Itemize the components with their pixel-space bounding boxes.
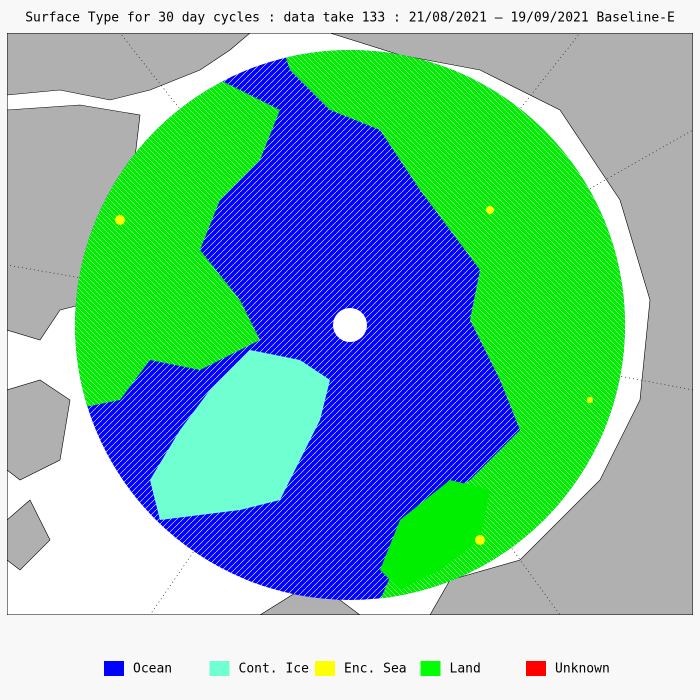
legend-swatch [104,661,124,676]
legend-swatch [209,661,230,676]
legend: Ocean Cont. Ice Enc. Sea Land Unknown [104,661,610,677]
pole-hole [333,308,367,342]
scandinavia [380,480,490,590]
map-area [7,33,693,615]
land-eurasia [329,33,693,615]
greenland [150,350,330,520]
legend-label: Enc. Sea [344,662,407,677]
legend-label: Cont. Ice [239,662,310,677]
enclosed-sea [115,206,593,545]
land-siberia [280,50,625,600]
legend-label: Unknown [555,662,610,677]
legend-swatch [526,661,546,676]
legend-label: Land [450,662,481,677]
legend-swatch [315,661,335,676]
map-title: Surface Type for 30 day cycles : data ta… [25,11,675,26]
legend-label: Ocean [133,662,172,677]
land-north-africa [259,589,361,615]
legend-swatch [420,661,441,676]
